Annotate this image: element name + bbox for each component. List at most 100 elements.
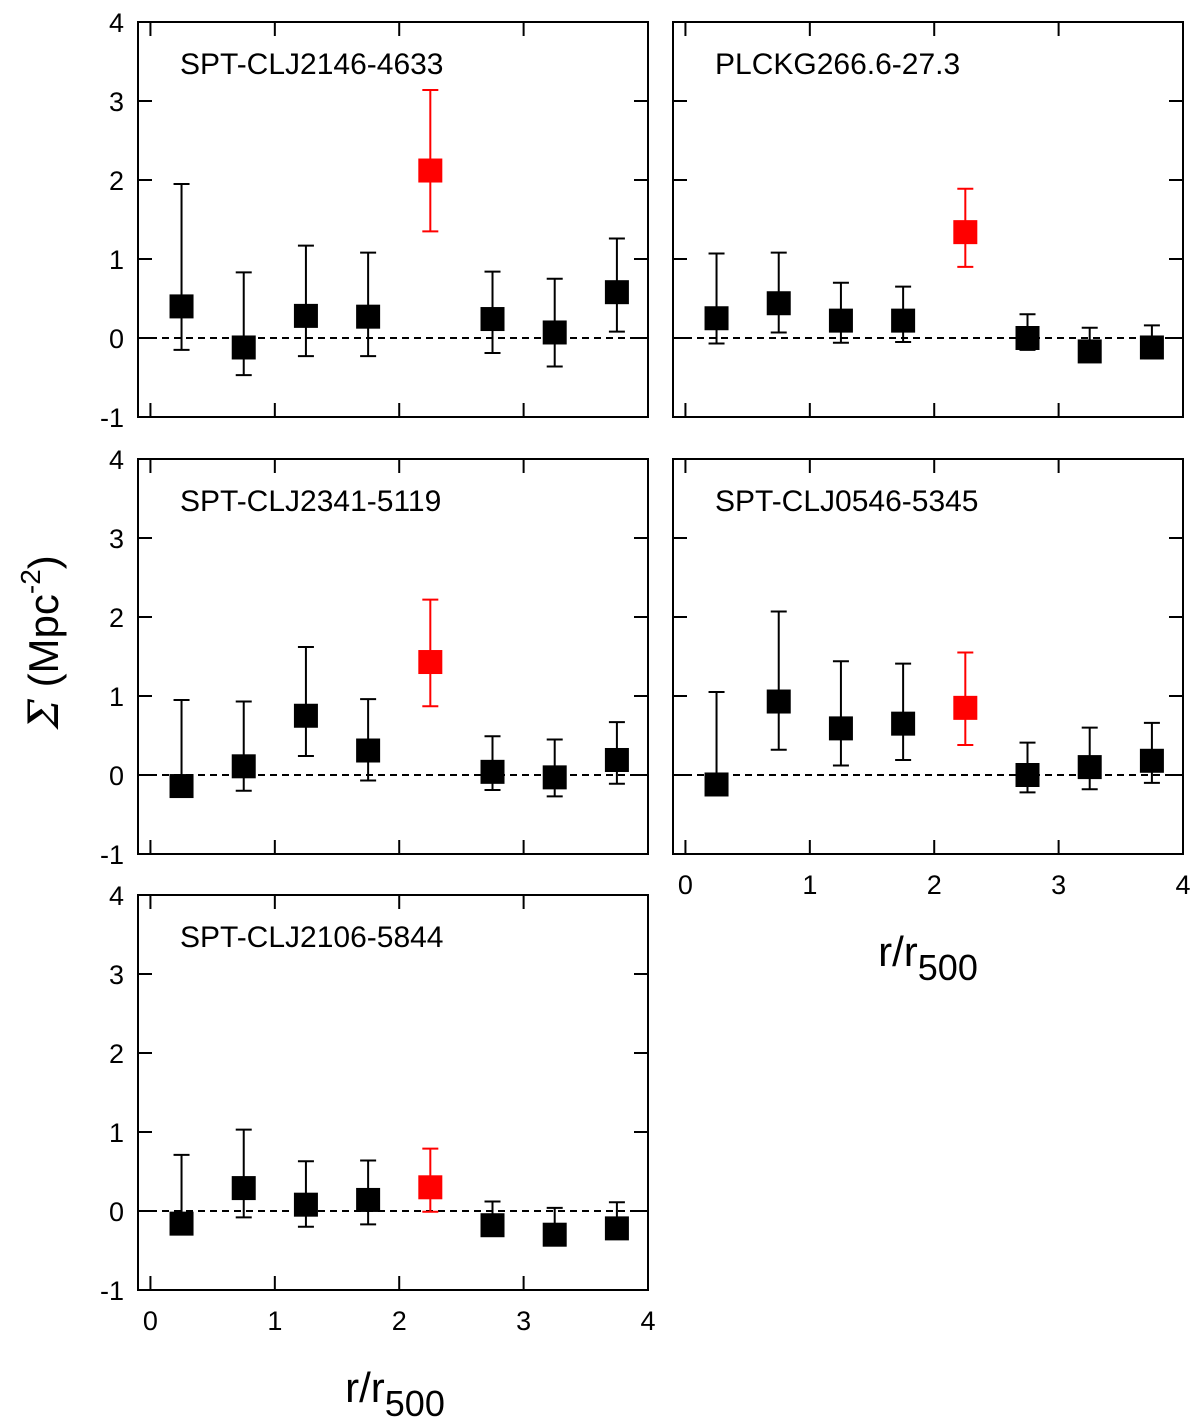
plot-frame <box>672 21 1184 418</box>
data-marker <box>542 765 567 790</box>
x-tick-label: 3 <box>1051 870 1066 900</box>
data-marker <box>891 308 916 333</box>
y-tick-label: 2 <box>109 166 124 196</box>
data-marker <box>231 754 256 779</box>
data-point <box>604 1201 629 1241</box>
x-axis-label-right-base: r/r <box>878 928 918 975</box>
data-marker <box>1139 335 1164 360</box>
y-tick-label: 1 <box>109 245 124 275</box>
data-point <box>231 700 256 792</box>
y-tick-label: 0 <box>109 324 124 354</box>
data-point <box>542 1206 567 1247</box>
data-point <box>1077 726 1102 791</box>
x-tick-label: 2 <box>927 870 942 900</box>
panel-title: PLCKG266.6-27.3 <box>715 48 960 81</box>
data-point <box>356 251 381 358</box>
data-point <box>480 270 505 355</box>
data-marker <box>828 716 853 741</box>
data-marker <box>293 1192 318 1217</box>
data-point <box>704 252 729 345</box>
x-tick-label: 4 <box>640 1306 655 1336</box>
y-axis-label-open: (Mpc <box>20 594 67 699</box>
data-marker <box>766 291 791 316</box>
y-tick-label: -1 <box>100 403 124 433</box>
y-tick-label: 3 <box>109 960 124 990</box>
y-tick-label: -1 <box>100 1276 124 1306</box>
data-marker <box>169 1211 194 1236</box>
panel-title: SPT-CLJ2106-5844 <box>180 921 444 954</box>
data-marker <box>356 738 381 763</box>
panel-4: 0 1 2 3 4 SPT-CLJ0546-5345 <box>672 458 1191 900</box>
data-point-highlight <box>953 187 978 268</box>
panel-title: SPT-CLJ2341-5119 <box>180 485 441 518</box>
data-point <box>169 182 194 351</box>
data-marker <box>1077 339 1102 364</box>
data-point <box>891 662 916 761</box>
y-tick-label: -1 <box>100 840 124 870</box>
data-marker <box>953 220 978 245</box>
y-axis-label: Σ (Mpc-2) <box>15 555 68 731</box>
panels-group: -1 0 1 2 3 4 SPT-CLJ2146-4633 PLCKG266.6-27.3 -1… <box>100 8 1191 1336</box>
data-point-highlight <box>418 598 443 708</box>
data-marker <box>293 303 318 328</box>
data-point <box>293 646 318 758</box>
x-tick-label: 3 <box>516 1306 531 1336</box>
data-point <box>480 735 505 792</box>
x-tick-label: 2 <box>392 1306 407 1336</box>
data-marker <box>169 774 194 799</box>
x-tick-label: 1 <box>267 1306 282 1336</box>
y-tick-label: 2 <box>109 603 124 633</box>
data-point <box>542 277 567 368</box>
y-tick-label: 3 <box>109 87 124 117</box>
data-marker <box>169 294 194 319</box>
data-marker <box>480 307 505 332</box>
panel-3: -1 0 1 2 3 4 SPT-CLJ2341-5119 <box>100 445 649 870</box>
y-tick-label: 0 <box>109 1197 124 1227</box>
data-point <box>231 271 256 377</box>
y-tick-label: 4 <box>109 881 124 911</box>
plot-frame <box>137 894 649 1291</box>
y-tick-label: 4 <box>109 445 124 475</box>
data-point <box>704 691 729 797</box>
data-point-highlight <box>953 651 978 746</box>
data-marker <box>480 759 505 784</box>
data-point <box>828 281 853 344</box>
data-point <box>356 698 381 782</box>
panel-1: -1 0 1 2 3 4 SPT-CLJ2146-4633 <box>100 8 649 433</box>
data-point <box>604 237 629 333</box>
data-point <box>766 610 791 751</box>
x-axis-label-right: r/r500 <box>878 928 978 988</box>
data-point-highlight <box>418 88 443 233</box>
data-marker <box>604 280 629 305</box>
y-tick-label: 3 <box>109 524 124 554</box>
plot-frame <box>137 21 649 418</box>
data-point <box>1139 721 1164 784</box>
data-point <box>169 1153 194 1236</box>
data-marker <box>542 1222 567 1247</box>
data-marker <box>480 1213 505 1238</box>
x-tick-label: 0 <box>678 870 693 900</box>
data-point <box>542 738 567 798</box>
y-tick-label: 4 <box>109 8 124 38</box>
x-axis-label-left: r/r500 <box>345 1364 445 1424</box>
data-point <box>604 721 629 785</box>
panel-5: -1 0 1 2 3 4 0 1 2 3 4 SPT-CLJ2106-5844 <box>100 881 656 1336</box>
data-point <box>828 660 853 767</box>
x-tick-label: 1 <box>802 870 817 900</box>
panel-title: SPT-CLJ2146-4633 <box>180 48 444 81</box>
data-marker <box>418 158 443 183</box>
y-axis-label-exponent: -2 <box>15 569 46 594</box>
plot-frame <box>137 458 649 855</box>
data-marker <box>1139 748 1164 773</box>
data-point <box>891 285 916 343</box>
data-point-highlight <box>418 1147 443 1213</box>
data-point <box>480 1200 505 1238</box>
data-marker <box>891 711 916 736</box>
data-marker <box>953 695 978 720</box>
data-marker <box>604 747 629 772</box>
data-marker <box>1015 763 1040 787</box>
data-marker <box>542 320 567 345</box>
y-tick-label: 2 <box>109 1039 124 1069</box>
data-point <box>1015 741 1040 794</box>
